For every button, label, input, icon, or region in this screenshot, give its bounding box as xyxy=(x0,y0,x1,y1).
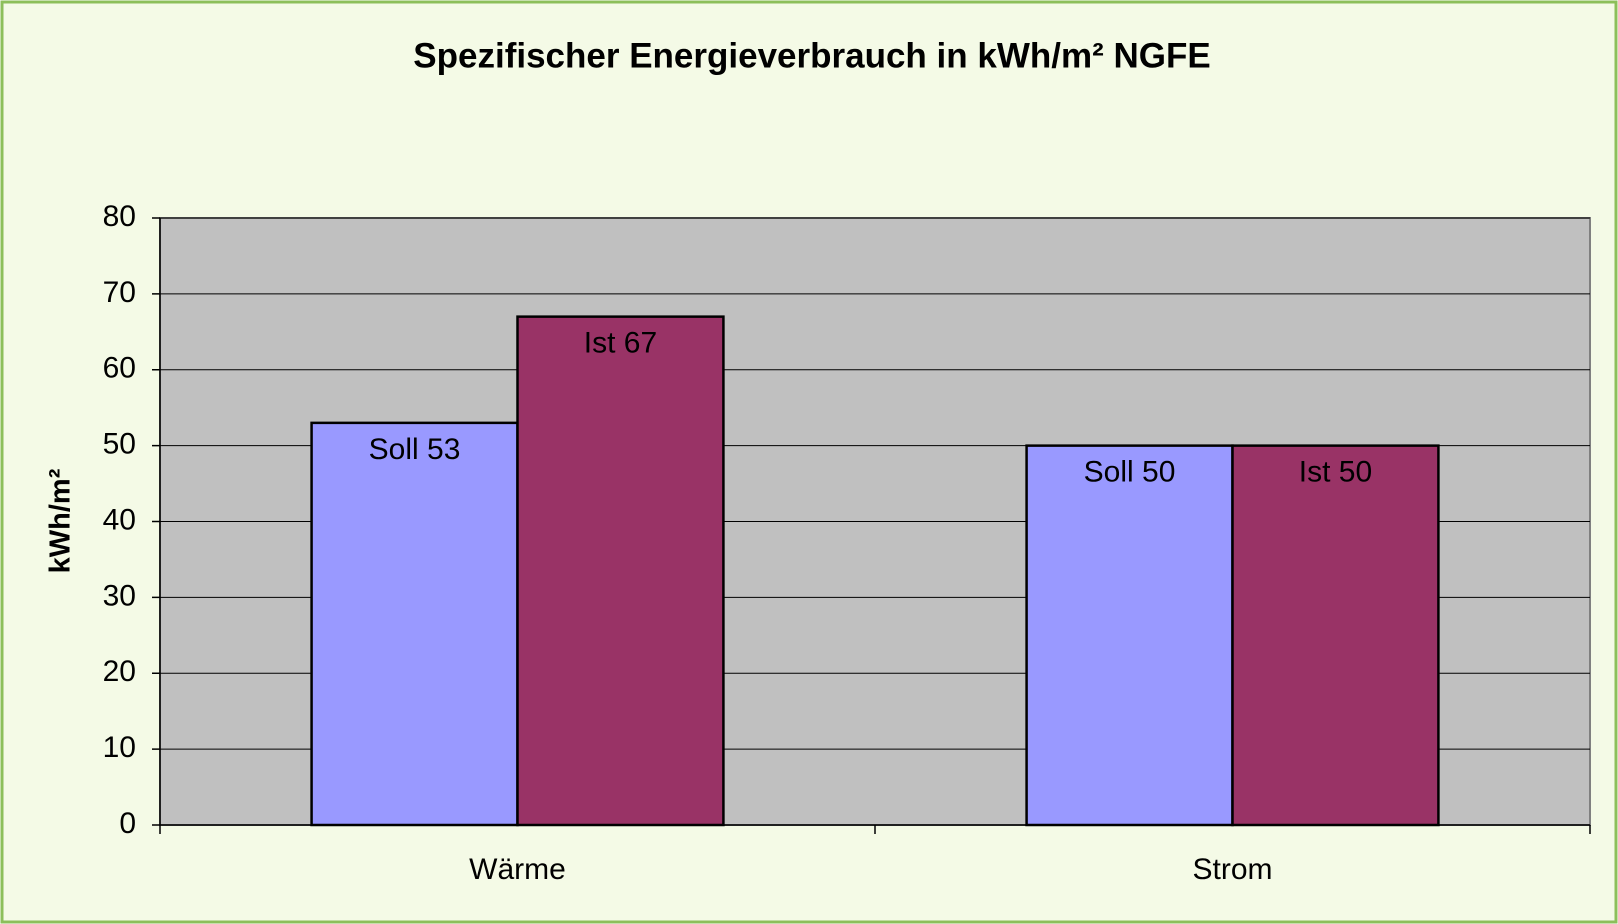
bar xyxy=(1231,444,1440,827)
y-tick-label: 10 xyxy=(103,731,136,764)
data-label: Soll 53 xyxy=(369,433,461,466)
data-label: Soll 50 xyxy=(1084,456,1176,489)
y-tick-label: 60 xyxy=(103,352,136,385)
y-tick-label: 0 xyxy=(119,807,136,840)
y-tick-label: 80 xyxy=(103,200,136,233)
y-tick-label: 30 xyxy=(103,579,136,612)
y-tick-label: 40 xyxy=(103,503,136,536)
x-tick-label: Wärme xyxy=(469,853,566,886)
bar xyxy=(516,315,725,827)
y-tick-label: 70 xyxy=(103,276,136,309)
data-label: Ist 67 xyxy=(584,327,657,360)
data-label: Ist 50 xyxy=(1299,456,1372,489)
bar xyxy=(310,421,519,827)
chart-title: Spezifischer Energieverbrauch in kWh/m² … xyxy=(413,36,1210,75)
bar xyxy=(1025,444,1234,827)
y-tick-label: 50 xyxy=(103,428,136,461)
y-axis-label: kWh/m² xyxy=(45,468,77,573)
y-tick-label: 20 xyxy=(103,655,136,688)
x-tick-label: Strom xyxy=(1192,853,1272,886)
